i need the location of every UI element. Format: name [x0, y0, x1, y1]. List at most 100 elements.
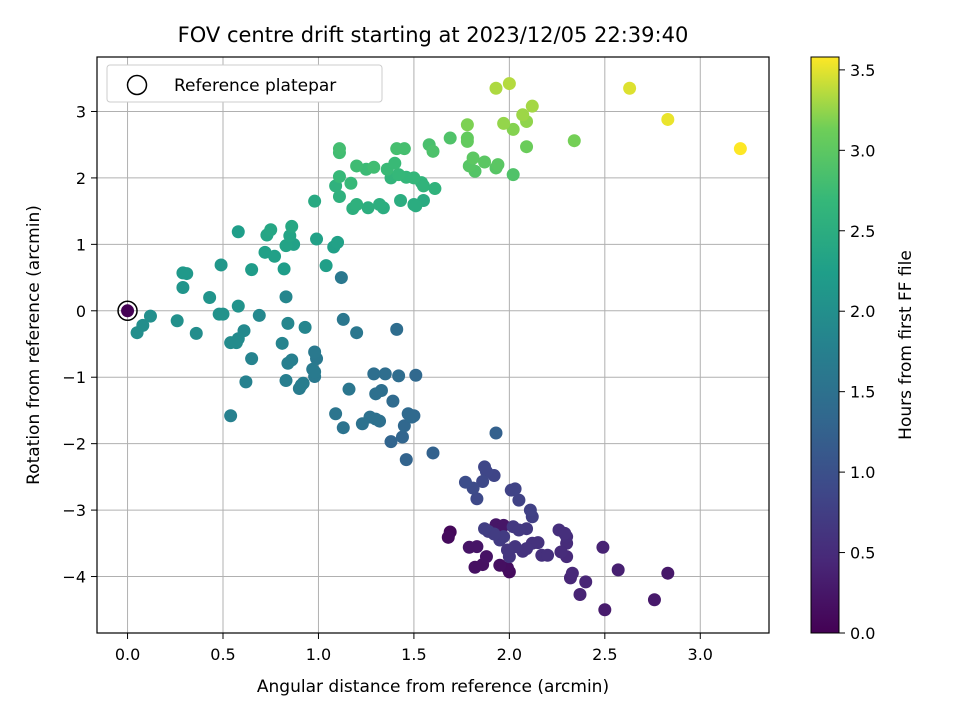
data-point [520, 542, 534, 556]
data-point [460, 131, 474, 145]
data-point [285, 219, 299, 233]
colorbar: 0.0 0.5 1.0 1.5 2.0 2.5 3.0 3.5 Hours from firs… [810, 56, 916, 643]
data-point [399, 453, 413, 467]
data-point [478, 522, 492, 536]
colorbar-tick-label: 0.5 [850, 544, 875, 563]
data-point [462, 540, 476, 554]
legend-entry-reference-platepar: Reference platepar [174, 76, 336, 96]
data-point [458, 475, 472, 489]
x-axis-ticks: 0.0 0.5 1.0 1.5 2.0 2.5 3.0 [115, 633, 713, 664]
y-tick-label: −1 [62, 368, 86, 387]
data-point [405, 410, 419, 424]
data-point [350, 326, 364, 340]
y-tick-label: 1 [76, 235, 86, 254]
x-tick-label: 0.0 [115, 645, 140, 664]
data-point [733, 142, 747, 156]
data-point [121, 304, 135, 318]
data-point [441, 530, 455, 544]
y-axis-label: Rotation from reference (arcmin) [24, 205, 44, 485]
data-point [508, 482, 522, 496]
grid-lines [97, 57, 769, 633]
data-point [491, 158, 505, 172]
data-point [443, 131, 457, 145]
data-point [176, 266, 190, 280]
data-point [224, 409, 238, 423]
data-point [386, 394, 400, 408]
data-point [367, 160, 381, 174]
colorbar-tick-label: 1.0 [850, 463, 875, 482]
data-point [334, 271, 348, 285]
colorbar-tick-label: 3.0 [850, 141, 875, 160]
data-point [308, 194, 322, 208]
x-tick-label: 3.0 [688, 645, 713, 664]
data-point [392, 168, 406, 182]
data-point [479, 550, 493, 564]
data-point [397, 419, 411, 433]
x-tick-label: 1.5 [401, 645, 426, 664]
data-point [170, 314, 184, 328]
reference-platepar-marker [117, 300, 138, 322]
data-point [531, 536, 545, 550]
plot-frame [96, 56, 770, 634]
data-point [319, 259, 333, 273]
data-point [520, 140, 534, 154]
data-point [390, 322, 404, 336]
legend: Reference platepar [106, 64, 383, 103]
data-point [512, 493, 526, 507]
data-point [558, 526, 572, 540]
data-point [332, 190, 346, 204]
data-point [397, 142, 411, 156]
colorbar-gradient [810, 56, 840, 634]
data-point [502, 77, 516, 91]
data-point [176, 281, 190, 295]
x-tick-label: 2.5 [592, 645, 617, 664]
data-point [428, 182, 442, 196]
data-point [378, 367, 392, 381]
data-point [189, 326, 203, 340]
data-point [611, 563, 625, 577]
data-point [214, 258, 228, 272]
data-point [231, 299, 245, 313]
y-tick-label: −3 [62, 501, 86, 520]
data-point [344, 176, 358, 190]
y-axis-ticks: 3 2 1 0 −1 −2 −3 −4 [62, 102, 97, 587]
data-point [336, 421, 350, 435]
data-point [239, 375, 253, 389]
data-point [409, 368, 423, 382]
data-point [661, 112, 675, 126]
data-point [497, 116, 511, 130]
data-point [516, 108, 530, 122]
data-point [216, 307, 230, 321]
data-point [623, 81, 637, 95]
data-point [245, 352, 259, 366]
y-tick-label: −4 [62, 568, 86, 587]
x-axis-label: Angular distance from reference (arcmin) [257, 677, 609, 697]
data-point [392, 369, 406, 383]
data-point [367, 367, 381, 381]
legend-box [106, 64, 383, 103]
colorbar-tick-label: 2.5 [850, 222, 875, 241]
data-point [460, 118, 474, 132]
data-point [489, 426, 503, 440]
data-point [493, 558, 507, 572]
data-point [373, 197, 387, 211]
data-point [231, 225, 245, 239]
data-point [279, 374, 293, 388]
x-tick-label: 1.0 [306, 645, 331, 664]
colorbar-tick-label: 2.0 [850, 302, 875, 321]
data-point [130, 326, 144, 340]
data-point [470, 492, 484, 506]
data-point [525, 99, 539, 113]
y-tick-label: 2 [76, 169, 86, 188]
data-point [332, 142, 346, 156]
data-point [285, 353, 299, 367]
data-point [554, 545, 568, 559]
colorbar-tick-label: 0.0 [850, 624, 875, 643]
data-point [596, 540, 610, 554]
data-point [466, 151, 480, 165]
data-point [279, 239, 293, 253]
data-point [342, 382, 356, 396]
data-point [369, 412, 383, 426]
data-point [332, 170, 346, 184]
data-point [565, 566, 579, 580]
